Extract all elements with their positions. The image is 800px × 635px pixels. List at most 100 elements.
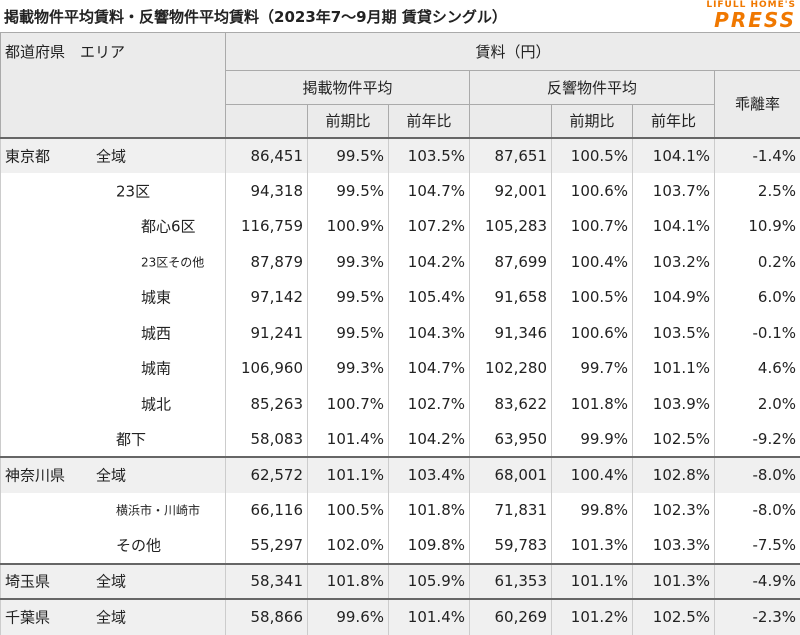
area-name: 23区その他 [141,253,204,270]
value-cell: 100.4% [552,244,633,280]
value-cell: 104.9% [633,280,715,316]
value-cell: 100.9% [308,209,389,245]
value-cell: 99.7% [552,351,633,387]
value-cell: 61,353 [470,564,552,600]
yoy-header: 前年比 [389,105,470,138]
value-cell: 104.7% [389,173,470,209]
value-cell: 58,341 [226,564,308,600]
value-cell: 0.2% [715,244,800,280]
value-cell: 101.3% [552,528,633,564]
area-cell: 千葉県全域 [1,599,226,635]
value-cell: 100.5% [552,280,633,316]
value-cell: 62,572 [226,457,308,493]
value-cell: 71,831 [470,493,552,529]
value-cell: 101.8% [389,493,470,529]
value-cell: 101.4% [308,422,389,458]
value-cell: 102.8% [633,457,715,493]
area-name: 全域 [96,607,126,628]
area-name: 全域 [96,465,126,486]
value-cell: -8.0% [715,493,800,529]
value-cell: 100.5% [552,138,633,174]
area-cell: 都心6区 [1,209,226,245]
value-cell: 85,263 [226,386,308,422]
value-cell: 104.3% [389,315,470,351]
value-cell: 55,297 [226,528,308,564]
value-cell: 99.5% [308,138,389,174]
area-cell: 城南 [1,351,226,387]
value-cell: 107.2% [389,209,470,245]
value-cell: 102.5% [633,599,715,635]
value-cell: 103.7% [633,173,715,209]
value-cell: -7.5% [715,528,800,564]
logo: LIFULL HOME'S PRESS [706,0,796,30]
value-cell: 10.9% [715,209,800,245]
value-cell: 106,960 [226,351,308,387]
value-cell: 59,783 [470,528,552,564]
value-cell: 68,001 [470,457,552,493]
value-cell: 101.1% [552,564,633,600]
value-cell: 102.0% [308,528,389,564]
area-name: 23区 [116,180,150,201]
value-cell: 103.2% [633,244,715,280]
area-name: 城南 [141,358,171,379]
value-cell: 101.1% [308,457,389,493]
value-cell: -1.4% [715,138,800,174]
area-cell: 23区 [1,173,226,209]
area-cell: 城西 [1,315,226,351]
value-cell: 94,318 [226,173,308,209]
value-cell: 103.5% [633,315,715,351]
logo-bottom: PRESS [706,10,796,30]
value-cell: 91,241 [226,315,308,351]
area-cell: 都下 [1,422,226,458]
value-cell: 103.5% [389,138,470,174]
value-cell: 102.5% [633,422,715,458]
value-cell: 99.6% [308,599,389,635]
value-cell: -4.9% [715,564,800,600]
value-cell: 99.9% [552,422,633,458]
value-cell: 102,280 [470,351,552,387]
value-cell: 87,651 [470,138,552,174]
value-cell: 104.7% [389,351,470,387]
corner-header: 都道府県 エリア [1,33,226,138]
area-name: 全域 [96,145,126,166]
area-cell: 城東 [1,280,226,316]
listed-header: 掲載物件平均 [226,71,470,105]
value-cell: 105,283 [470,209,552,245]
area-name: 全域 [96,571,126,592]
value-cell: 63,950 [470,422,552,458]
value-cell: 101.8% [552,386,633,422]
value-cell: 100.7% [552,209,633,245]
area-name: 都下 [116,428,146,449]
inquired-header: 反響物件平均 [470,71,715,105]
blank-header [470,105,552,138]
area-cell: 東京都全域 [1,138,226,174]
gap-header: 乖離率 [715,71,800,138]
value-cell: 103.3% [633,528,715,564]
value-cell: 101.2% [552,599,633,635]
qoq-header: 前期比 [552,105,633,138]
area-cell: 城北 [1,386,226,422]
value-cell: 101.3% [633,564,715,600]
yoy-header: 前年比 [633,105,715,138]
value-cell: 105.4% [389,280,470,316]
area-name: 横浜市・川崎市 [116,502,200,519]
value-cell: 102.7% [389,386,470,422]
value-cell: 116,759 [226,209,308,245]
qoq-header: 前期比 [308,105,389,138]
rent-table: 都道府県 エリア 賃料（円） 掲載物件平均 反響物件平均 乖離率 前期比 前年比… [0,32,800,635]
value-cell: 102.3% [633,493,715,529]
value-cell: 100.6% [552,173,633,209]
value-cell: 6.0% [715,280,800,316]
value-cell: -8.0% [715,457,800,493]
